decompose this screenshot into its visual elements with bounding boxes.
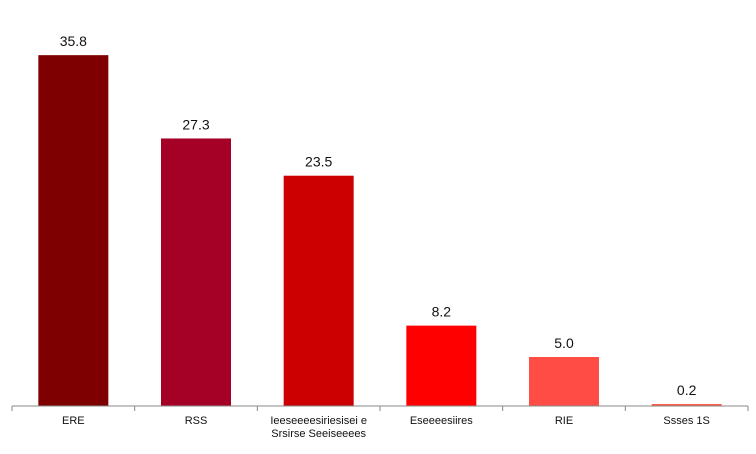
bar-value-label: 8.2	[432, 304, 452, 320]
category-labels-group: ERE RSS Ieeseeeesiriesisei e Srsirse Seeise…	[62, 415, 710, 440]
bar-value-label: 5.0	[554, 335, 574, 351]
x-ticks-group	[11, 406, 749, 411]
bar	[38, 55, 109, 406]
bar	[161, 138, 231, 406]
bar	[651, 404, 722, 406]
bar-value-label: 23.5	[305, 154, 332, 170]
bar	[406, 325, 477, 406]
category-label: Ssses 1S	[663, 415, 709, 427]
category-label: RSS	[185, 415, 208, 427]
bar	[283, 175, 354, 406]
bar	[529, 357, 599, 406]
category-label: Ieeseeeesiriesisei e Srsirse Seeiseeees	[270, 415, 367, 440]
category-label: RIE	[555, 415, 573, 427]
bar-value-label: 35.8	[60, 33, 87, 49]
value-labels-group: 35.8 27.3 23.5 8.2 5.0 0.2	[60, 33, 697, 398]
bar-value-label: 0.2	[677, 382, 697, 398]
category-label: ERE	[62, 415, 85, 427]
bar-value-label: 27.3	[182, 116, 209, 132]
bars-group	[38, 55, 722, 406]
category-label: Eseeeesiires	[410, 415, 473, 427]
